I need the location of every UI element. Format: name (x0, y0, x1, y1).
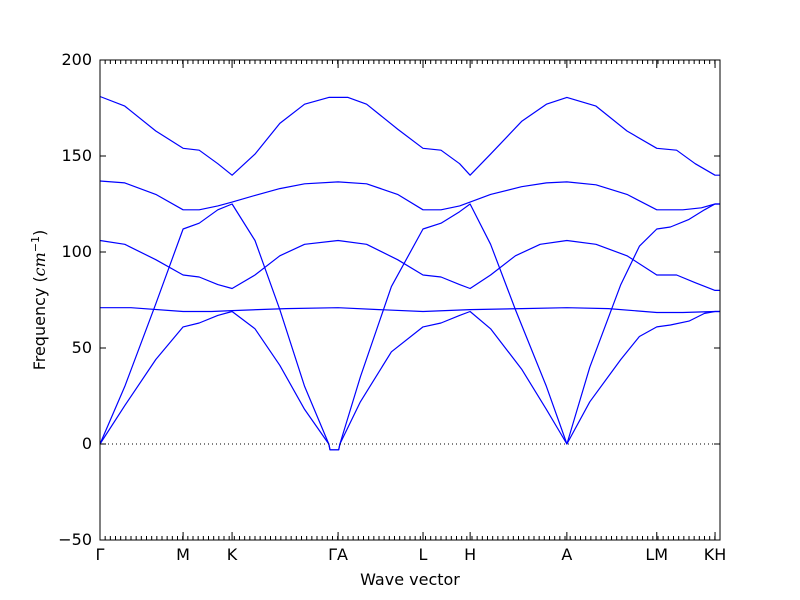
y-axis-label-text: Frequency ( (30, 276, 49, 370)
axis-ticks (99, 59, 721, 541)
plot-frame (99, 59, 721, 541)
y-tick-label: 200 (61, 50, 92, 69)
x-tick-label: A (561, 545, 572, 564)
y-axis-label: Frequency (cm−1) (29, 230, 50, 371)
y-tick-label: −50 (58, 530, 92, 549)
y-tick-label: 50 (72, 338, 92, 357)
x-tick-label: ΓA (328, 545, 348, 564)
y-tick-label: 100 (61, 242, 92, 261)
series-lines (99, 95, 720, 451)
band-line-3 (100, 307, 720, 314)
tick-labels: −50 0 50 100 150 200 Γ M K ΓA L H A LM KH (58, 50, 726, 564)
x-tick-label: H (464, 545, 476, 564)
band-line-6 (99, 95, 720, 176)
y-axis-label-close: ) (30, 230, 49, 236)
y-axis-label-superscript: −1 (29, 236, 42, 252)
x-tick-label: LM (645, 545, 668, 564)
y-axis-label-math: cm (30, 252, 49, 276)
y-tick-label: 0 (82, 434, 92, 453)
x-tick-label: KH (704, 545, 727, 564)
y-tick-label: 150 (61, 146, 92, 165)
band-line-1 (99, 310, 720, 451)
band-line-5 (99, 180, 720, 211)
x-axis-label: Wave vector (360, 570, 460, 589)
x-tick-label: Γ (96, 545, 105, 564)
band-line-2 (99, 203, 720, 451)
x-tick-label: K (227, 545, 238, 564)
x-tick-label: M (176, 545, 190, 564)
band-line-4 (99, 239, 720, 291)
x-tick-label: L (419, 545, 428, 564)
